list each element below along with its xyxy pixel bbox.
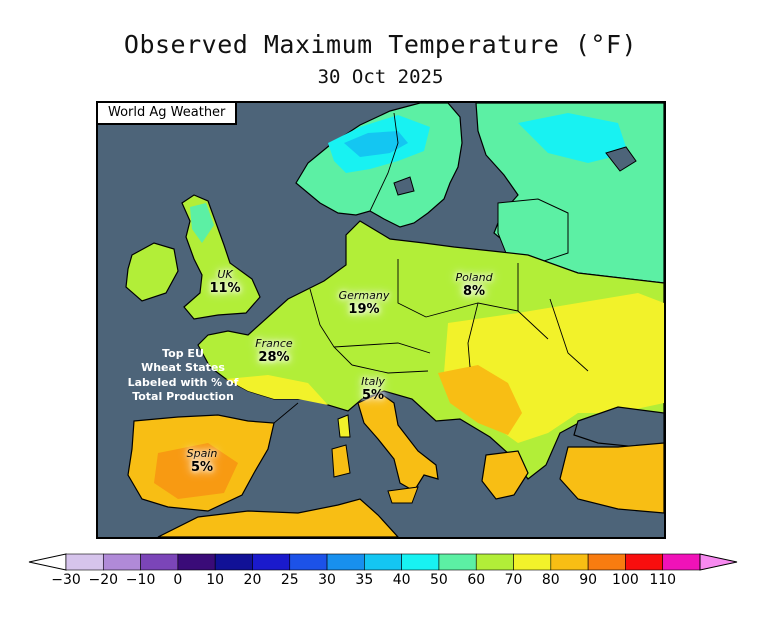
legend-high-arrow — [699, 553, 738, 571]
country-name: Poland — [455, 271, 493, 285]
greece — [481, 450, 529, 500]
iberia-hot — [154, 443, 238, 499]
country-percent: 5% — [361, 387, 385, 403]
baltics-land — [497, 198, 569, 264]
legend-tick-label: 80 — [541, 572, 560, 588]
country-percent: 11% — [209, 280, 241, 296]
legend-swatch — [177, 553, 216, 571]
legend-tick-label: −20 — [88, 572, 119, 588]
legend-swatch — [587, 553, 626, 571]
legend-tick-label: 0 — [173, 572, 183, 588]
great-britain-cool — [190, 203, 214, 243]
note-line: Labeled with % of — [127, 375, 239, 389]
legend-swatch — [252, 553, 291, 571]
legend-low-arrow — [28, 553, 67, 571]
map-title: Observed Maximum Temperature (°F) — [123, 30, 638, 59]
legend-swatch — [625, 553, 664, 571]
legend-swatch — [475, 553, 514, 571]
label-spain: Spain 5% — [187, 448, 218, 476]
temperature-legend: −30 −20 −10 0 10 20 25 30 35 40 50 60 70 80 90 100 110 — [28, 552, 738, 612]
corsica — [337, 414, 351, 438]
legend-tick-label: 70 — [504, 572, 523, 588]
legend-swatch — [662, 553, 701, 571]
label-france: France 28% — [255, 338, 292, 366]
label-italy: Italy 5% — [361, 376, 385, 404]
map-canvas — [125, 103, 664, 537]
legend-bar — [28, 553, 738, 571]
legend-swatch — [140, 553, 179, 571]
sweden-norway-border — [369, 112, 399, 212]
wheat-note: Top EU Wheat States Labeled with % of To… — [118, 347, 248, 404]
legend-swatch — [65, 553, 104, 571]
sardinia — [331, 444, 351, 478]
lake — [605, 146, 637, 172]
source-label: World Ag Weather — [98, 103, 238, 125]
label-poland: Poland 8% — [455, 272, 492, 300]
map-date: 30 Oct 2025 — [317, 66, 444, 88]
sicily — [387, 486, 419, 504]
legend-tick-label: 20 — [243, 572, 262, 588]
country-percent: 8% — [462, 283, 486, 299]
legend-tick-label: 100 — [612, 572, 639, 588]
legend-tick-label: 60 — [467, 572, 486, 588]
note-line: Wheat States — [141, 361, 225, 375]
legend-swatch — [550, 553, 589, 571]
legend-swatch — [364, 553, 402, 571]
north-africa — [157, 498, 399, 537]
legend-swatch — [401, 553, 440, 571]
france-south-warm — [226, 375, 328, 405]
scandinavia-cold-core — [344, 131, 408, 157]
country-name: Germany — [338, 289, 390, 303]
legend-swatch — [289, 553, 328, 571]
lake — [393, 176, 415, 196]
ireland — [125, 242, 179, 302]
legend-tick-label: 90 — [579, 572, 598, 588]
label-germany: Germany 19% — [339, 290, 390, 318]
legend-tick-label: 25 — [280, 572, 299, 588]
turkey — [559, 442, 664, 514]
legend-tick-label: 30 — [318, 572, 336, 588]
note-line: Total Production — [132, 389, 234, 403]
italy — [357, 392, 439, 492]
temperature-map: World Ag Weather UK 11% Germany 19% Pola… — [96, 101, 666, 539]
legend-tick-label: −10 — [125, 572, 156, 588]
legend-tick-label: 10 — [206, 572, 225, 588]
legend-tick-label: 35 — [355, 572, 374, 588]
legend-tick-label: 110 — [649, 572, 677, 588]
legend-swatch — [513, 553, 552, 571]
country-percent: 19% — [348, 301, 380, 317]
country-name: France — [255, 337, 293, 351]
country-name: Spain — [186, 447, 218, 461]
legend-swatch — [102, 553, 141, 571]
country-borders — [273, 259, 589, 424]
country-percent: 28% — [258, 349, 290, 365]
legend-tick-label: 50 — [430, 572, 448, 588]
legend-swatch — [326, 553, 365, 571]
country-name: Italy — [361, 375, 385, 389]
label-uk: UK 11% — [209, 269, 240, 297]
note-line: Top EU — [162, 347, 204, 360]
country-percent: 5% — [190, 459, 214, 475]
finland-cold — [518, 113, 628, 163]
country-name: UK — [217, 268, 233, 282]
legend-tick-label: −30 — [51, 572, 81, 588]
balkans-hot — [438, 365, 522, 435]
legend-ticks: −30 −20 −10 0 10 20 25 30 35 40 50 60 70 80 90 100 110 — [28, 572, 738, 596]
legend-swatch — [438, 553, 477, 571]
legend-tick-label: 40 — [392, 572, 411, 588]
legend-swatch — [214, 553, 253, 571]
